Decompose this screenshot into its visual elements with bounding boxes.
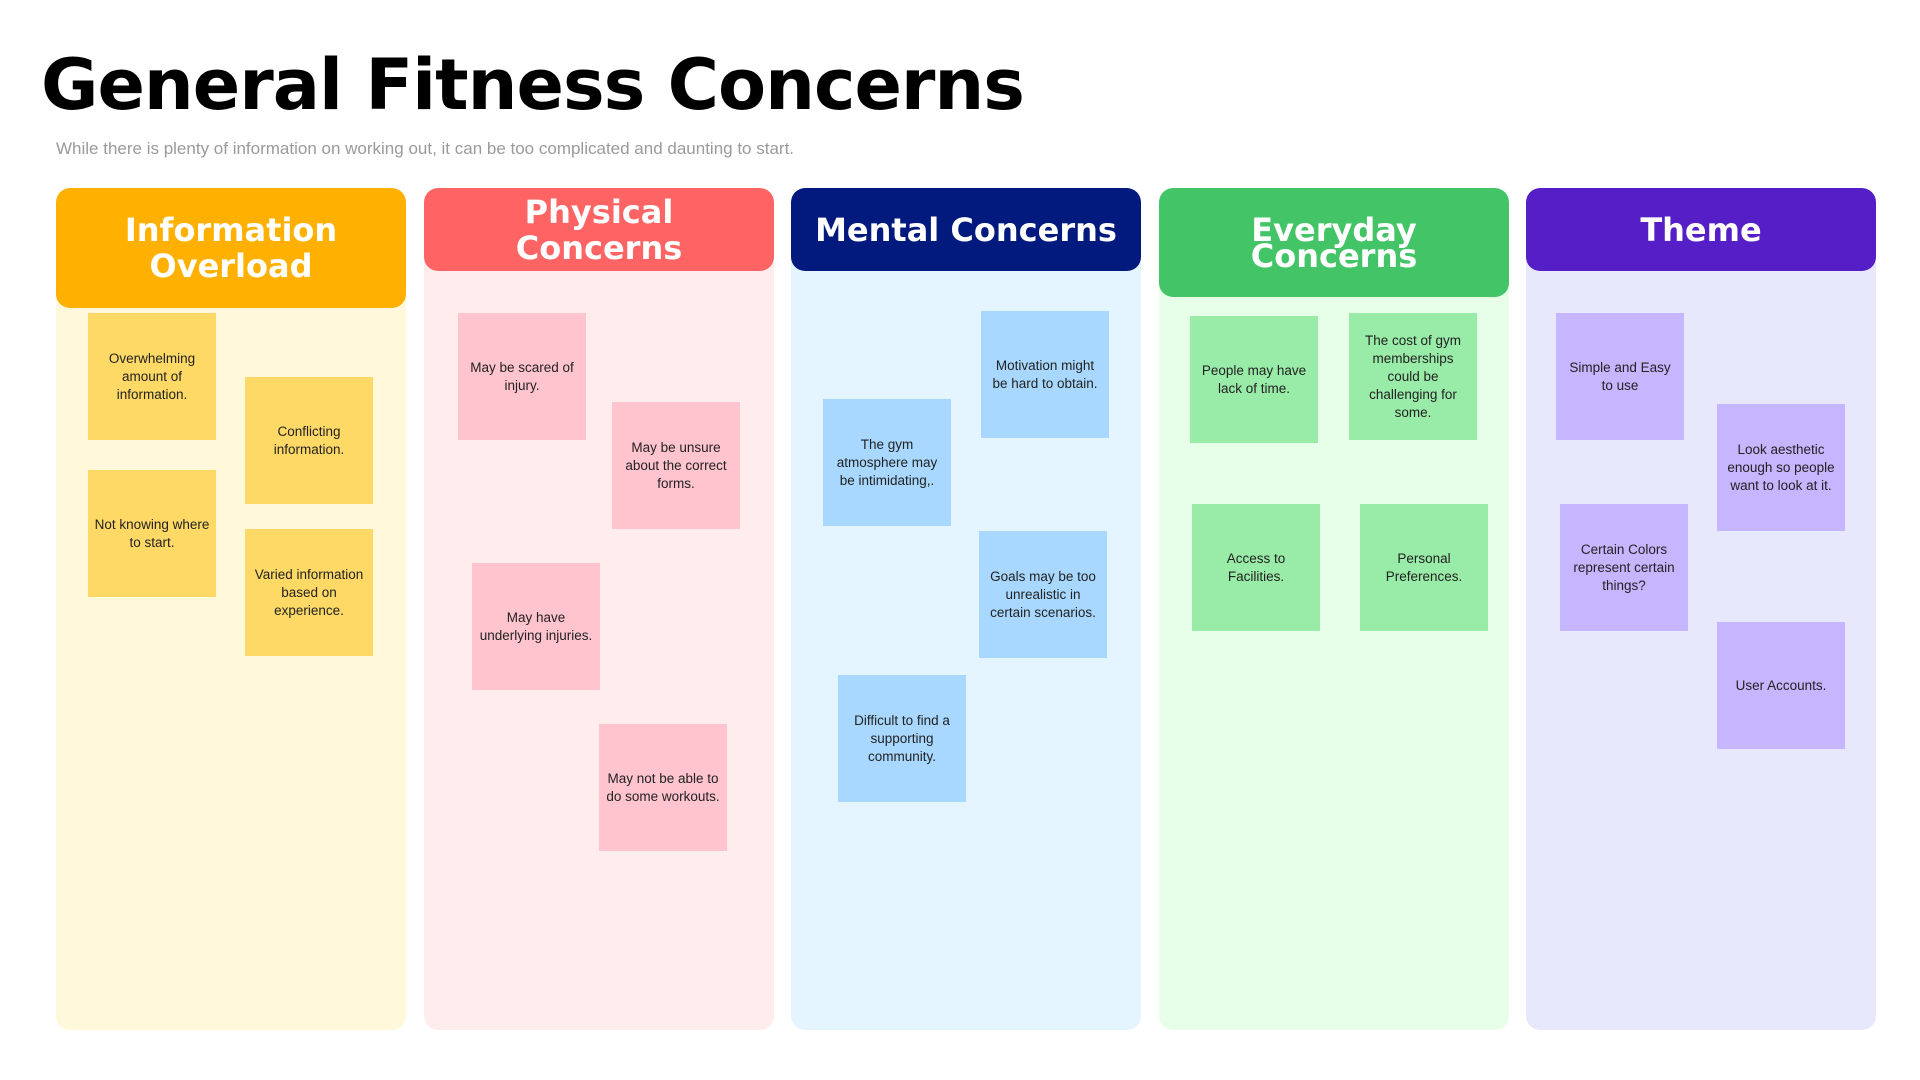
sticky-note[interactable]: People may have lack of time. — [1190, 316, 1318, 443]
page-title: General Fitness Concerns — [41, 44, 1025, 126]
column-information-overload: Information Overload Overwhelming amount… — [56, 188, 406, 1030]
sticky-note[interactable]: Simple and Easy to use — [1556, 313, 1684, 440]
column-theme: Theme Simple and Easy to use Look aesthe… — [1526, 188, 1876, 1030]
sticky-note[interactable]: Motivation might be hard to obtain. — [981, 311, 1109, 438]
sticky-note[interactable]: May be scared of injury. — [458, 313, 586, 440]
sticky-note[interactable]: May not be able to do some workouts. — [599, 724, 727, 851]
column-header: Mental Concerns — [791, 188, 1141, 271]
sticky-note[interactable]: Personal Preferences. — [1360, 504, 1488, 631]
column-header: Physical Concerns — [424, 188, 774, 271]
sticky-note[interactable]: May be unsure about the correct forms. — [612, 402, 740, 529]
sticky-note[interactable]: Not knowing where to start. — [88, 470, 216, 597]
page-subtitle: While there is plenty of information on … — [56, 139, 795, 158]
sticky-note[interactable]: The cost of gym memberships could be cha… — [1349, 313, 1477, 440]
column-everyday-concerns: Everyday Concerns People may have lack o… — [1159, 188, 1509, 1030]
sticky-note[interactable]: May have underlying injuries. — [472, 563, 600, 690]
column-header: Information Overload — [56, 188, 406, 308]
sticky-note[interactable]: Look aesthetic enough so people want to … — [1717, 404, 1845, 531]
sticky-note[interactable]: User Accounts. — [1717, 622, 1845, 749]
sticky-note[interactable]: Conflicting information. — [245, 377, 373, 504]
sticky-note[interactable]: Certain Colors represent certain things? — [1560, 504, 1688, 631]
column-header: Theme — [1526, 188, 1876, 271]
column-physical-concerns: Physical Concerns May be scared of injur… — [424, 188, 774, 1030]
sticky-note[interactable]: Difficult to find a supporting community… — [838, 675, 966, 802]
sticky-note[interactable]: Access to Facilities. — [1192, 504, 1320, 631]
column-header: Everyday Concerns — [1159, 188, 1509, 297]
column-mental-concerns: Mental Concerns Motivation might be hard… — [791, 188, 1141, 1030]
sticky-note[interactable]: Varied information based on experience. — [245, 529, 373, 656]
sticky-note[interactable]: Goals may be too unrealistic in certain … — [979, 531, 1107, 658]
sticky-note[interactable]: The gym atmosphere may be intimidating,. — [823, 399, 951, 526]
sticky-note[interactable]: Overwhelming amount of information. — [88, 313, 216, 440]
